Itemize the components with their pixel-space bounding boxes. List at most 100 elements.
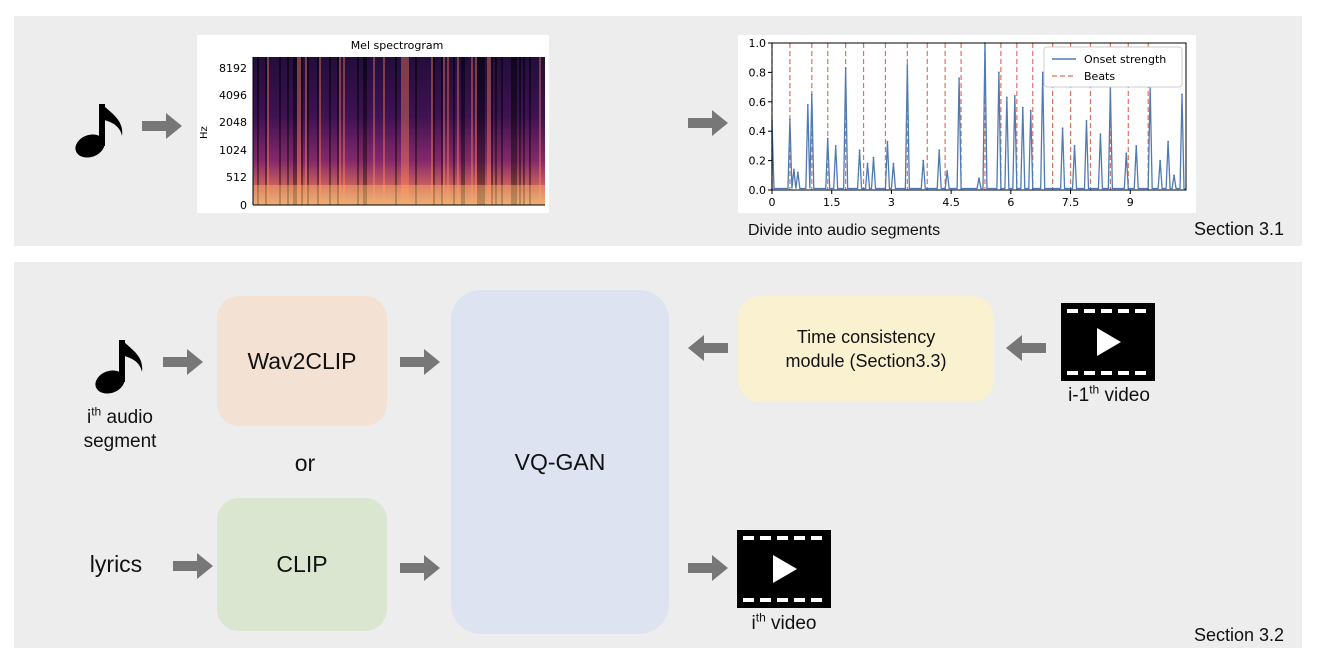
audio-caption-rest: audio [101, 407, 154, 428]
out-video-prefix: i [751, 613, 756, 634]
divide-segments-label: Divide into audio segments [748, 222, 941, 239]
onset-peak-point [946, 169, 949, 172]
onset-peak-point [1021, 106, 1024, 109]
onset-peak-point [858, 149, 861, 152]
onset-peak-point [906, 64, 909, 66]
or-label: or [294, 450, 316, 476]
spectrogram-ytick: 8192 [219, 62, 247, 75]
onset-peak-point [1061, 127, 1064, 130]
time-module-line2: module (Section3.3) [785, 351, 947, 371]
onset-strength-chart: 0.0 0.2 0.4 0.6 0.8 1.0 0 1.5 3 4.5 6 7.5 9 Onset str… [738, 35, 1196, 213]
onset-peak-point [1125, 152, 1128, 155]
onset-peak-point [938, 149, 941, 152]
onset-xtick-label: 9 [1127, 196, 1134, 209]
onset-ytick-label: 0.6 [749, 96, 767, 109]
onset-peak-point [1173, 174, 1175, 177]
spectrogram-ytick: 2048 [219, 116, 247, 129]
section-3-1-label: Section 3.1 [1194, 219, 1285, 239]
onset-peak-point [1085, 120, 1088, 122]
onset-peak-point [844, 67, 847, 69]
onset-xtick-label: 0 [769, 196, 776, 209]
onset-peak-point [1041, 71, 1044, 74]
onset-peak-point [1005, 96, 1008, 99]
lyrics-label: lyrics [89, 551, 143, 577]
onset-peak-point [922, 159, 925, 162]
time-module-line1: Time consistency [796, 327, 936, 347]
onset-peak-point [978, 177, 980, 180]
audio-caption-sup: th [91, 404, 102, 419]
onset-peak-point [806, 103, 809, 106]
onset-ytick-label: 1.0 [749, 37, 767, 50]
section-3-2-label: Section 3.2 [1194, 625, 1285, 645]
spectrogram-ytick: 1024 [219, 144, 247, 157]
onset-peak-point [866, 162, 869, 165]
arrow-left-icon [688, 335, 728, 361]
onset-peak-point [789, 118, 791, 121]
onset-peak-point [1181, 93, 1183, 96]
onset-peak-point [1135, 145, 1138, 147]
prev-video-sup: th [1089, 382, 1100, 397]
onset-peak-point [1029, 109, 1032, 112]
arrow-right-icon [163, 349, 203, 375]
onset-peak-point [886, 140, 889, 143]
wav2clip-block: Wav2CLIP [217, 296, 387, 426]
spectrogram-ytick: 512 [226, 171, 247, 184]
prev-video-prefix: i-1 [1068, 385, 1090, 406]
onset-xtick-label: 6 [1007, 196, 1014, 209]
onset-peak-point [1159, 159, 1162, 162]
arrow-right-icon [688, 555, 728, 581]
onset-strength-line [771, 42, 1187, 191]
onset-ytick-label: 0.2 [749, 155, 767, 168]
audio-caption-line2: segment [83, 431, 157, 452]
vqgan-block: VQ-GAN [451, 290, 669, 634]
video-film-icon [737, 530, 831, 608]
onset-peak-point [892, 162, 895, 165]
onset-peak-point [958, 77, 960, 80]
onset-legend [1043, 46, 1183, 88]
out-video-rest: video [765, 613, 817, 634]
onset-ytick-label: 0.4 [749, 125, 767, 138]
spectrogram-ylabel: Hz [199, 126, 210, 139]
arrow-right-icon [173, 553, 213, 579]
onset-xtick-label: 1.5 [823, 196, 841, 209]
output-video-caption: ith video [722, 612, 846, 636]
music-note-icon [95, 340, 143, 394]
spectrogram-ytick: 0 [240, 199, 247, 212]
spectrogram-ytick: 4096 [219, 89, 247, 102]
wav2clip-label: Wav2CLIP [247, 347, 357, 374]
onset-plot-frame [771, 42, 1187, 191]
onset-peak-point [834, 145, 837, 147]
legend-onset-label: Onset strength [1084, 53, 1166, 66]
onset-peak-point [796, 171, 799, 174]
clip-block: CLIP [217, 498, 387, 631]
onset-peak-point [998, 71, 1000, 74]
onset-peak-point [826, 137, 829, 140]
onset-ytick-label: 0.0 [749, 184, 767, 197]
onset-xtick-label: 3 [888, 196, 895, 209]
arrow-right-icon [688, 110, 728, 136]
arrow-right-icon [400, 349, 440, 375]
time-consistency-block: Time consistency module (Section3.3) [738, 296, 994, 402]
audio-caption-i: i [86, 407, 92, 428]
onset-xtick-label: 4.5 [942, 196, 960, 209]
onset-peak-point [1073, 145, 1076, 147]
music-note-icon [75, 104, 123, 158]
prev-video-rest: video [1099, 385, 1150, 406]
arrow-right-icon [142, 113, 182, 139]
mel-spectrogram-chart: Mel spectrogram Hz 8192 4096 2048 1024 5… [197, 35, 549, 213]
arrow-right-icon [400, 555, 440, 581]
onset-xtick-label: 7.5 [1062, 196, 1080, 209]
out-video-sup: th [755, 610, 766, 625]
arrow-left-icon [1006, 335, 1046, 361]
onset-ytick-label: 0.8 [749, 66, 767, 79]
onset-peak-point [1013, 95, 1016, 97]
legend-beats-label: Beats [1084, 70, 1115, 83]
onset-peak-point [872, 156, 875, 159]
onset-peak-point [810, 93, 813, 96]
audio-segment-caption: ith audio segment [60, 406, 180, 454]
onset-peak-point [1099, 133, 1102, 136]
spectrogram-title: Mel spectrogram [351, 39, 444, 52]
prev-video-caption: i-1th video [1045, 384, 1173, 408]
onset-peak-point [1167, 140, 1169, 143]
clip-label: CLIP [276, 551, 328, 577]
